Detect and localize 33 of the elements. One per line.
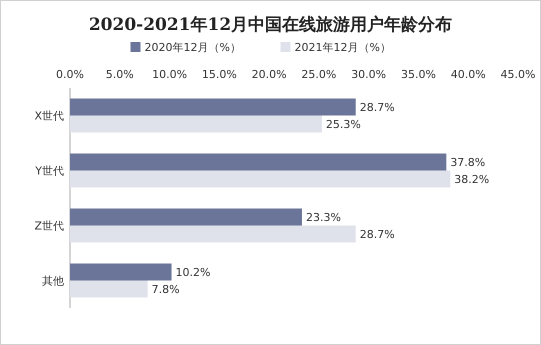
x-tick-label: 30.0% <box>351 68 386 81</box>
data-label: 38.2% <box>454 173 490 186</box>
y-tick-label: Y世代 <box>34 164 64 178</box>
x-tick-label: 45.0% <box>500 68 536 81</box>
bar <box>70 208 302 226</box>
x-tick-label: 5.0% <box>106 68 134 81</box>
x-tick-label: 20.0% <box>252 68 287 81</box>
data-label: 28.7% <box>360 101 395 114</box>
legend-label: 2021年12月（%） <box>294 41 391 54</box>
x-tick-label: 10.0% <box>152 68 188 81</box>
x-tick-label: 25.0% <box>301 68 336 81</box>
bar <box>70 280 148 298</box>
legend-label: 2020年12月（%） <box>144 41 241 54</box>
data-label: 7.8% <box>152 283 180 296</box>
bar <box>70 116 322 132</box>
chart-title: 2020-2021年12月中国在线旅游用户年龄分布 <box>88 15 452 35</box>
bar <box>70 226 356 242</box>
y-tick-label: X世代 <box>34 110 64 122</box>
x-tick-label: 15.0% <box>202 68 237 81</box>
x-tick-label: 35.0% <box>400 68 436 81</box>
bar <box>70 154 446 170</box>
y-tick-label: 其他 <box>42 274 64 288</box>
data-label: 23.3% <box>306 211 341 224</box>
data-label: 28.7% <box>360 228 395 241</box>
bar <box>70 264 172 280</box>
x-tick-label: 40.0% <box>450 68 486 81</box>
data-label: 37.8% <box>450 156 486 169</box>
bar <box>70 98 356 116</box>
y-tick-label: Z世代 <box>34 220 64 232</box>
data-label: 10.2% <box>176 266 210 279</box>
data-label: 25.3% <box>326 118 361 131</box>
bar <box>70 170 450 188</box>
x-tick-label: 0.0% <box>56 68 84 81</box>
